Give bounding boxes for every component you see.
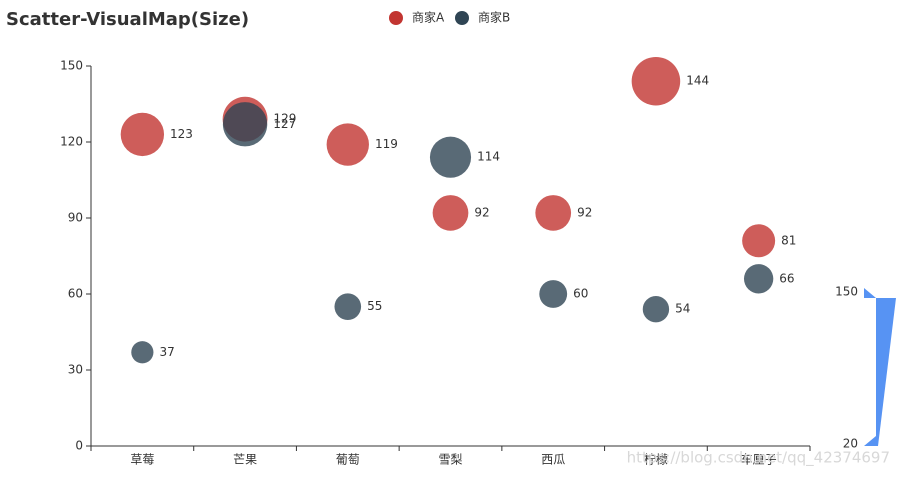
y-tick-label: 30 bbox=[68, 363, 83, 377]
visual-map-handle bbox=[864, 436, 876, 446]
bubble bbox=[131, 341, 154, 364]
data-label: 92 bbox=[577, 205, 592, 219]
data-label: 114 bbox=[477, 150, 500, 164]
visual-map-bar bbox=[876, 298, 896, 446]
legend-label: 商家B bbox=[478, 10, 510, 25]
bubble bbox=[631, 56, 681, 106]
x-tick-label: 芒果 bbox=[233, 452, 257, 467]
chart-title: Scatter-VisualMap(Size) bbox=[6, 9, 249, 30]
y-tick-label: 90 bbox=[68, 211, 83, 225]
data-label: 54 bbox=[675, 302, 690, 316]
watermark: https://blog.csdn.net/qq_42374697 bbox=[627, 449, 890, 468]
bubble bbox=[642, 296, 670, 323]
y-tick-label: 150 bbox=[60, 59, 83, 73]
visual-map-handle bbox=[864, 288, 876, 298]
x-tick-label: 柠檬 bbox=[644, 452, 668, 467]
y-tick-label: 60 bbox=[68, 287, 83, 301]
y-tick-label: 0 bbox=[75, 439, 83, 453]
data-label: 144 bbox=[686, 74, 709, 88]
x-tick-label: 雪梨 bbox=[438, 453, 462, 467]
data-label: 119 bbox=[375, 137, 398, 151]
bubble bbox=[429, 136, 472, 178]
bubble bbox=[120, 112, 165, 157]
bubble bbox=[326, 123, 369, 166]
bubble bbox=[539, 280, 568, 308]
bubble bbox=[334, 293, 362, 320]
legend-label: 商家A bbox=[412, 10, 445, 25]
legend-marker bbox=[389, 11, 403, 25]
data-label: 129 bbox=[273, 112, 296, 126]
data-label: 81 bbox=[781, 233, 796, 247]
x-tick-label: 西瓜 bbox=[541, 453, 565, 467]
x-tick-label: 车厘子 bbox=[741, 452, 777, 467]
data-label: 55 bbox=[367, 299, 382, 313]
bubble bbox=[535, 195, 572, 231]
bubble bbox=[742, 224, 776, 258]
y-tick-label: 120 bbox=[60, 135, 83, 149]
data-label: 92 bbox=[474, 205, 489, 219]
bubble bbox=[432, 195, 469, 231]
legend-marker bbox=[455, 11, 469, 25]
data-label: 123 bbox=[170, 127, 193, 141]
data-label: 66 bbox=[779, 271, 794, 285]
x-tick-label: 葡萄 bbox=[336, 453, 360, 467]
x-tick-label: 草莓 bbox=[130, 453, 154, 467]
data-label: 127 bbox=[273, 117, 296, 131]
visual-map-label: 20 bbox=[843, 437, 858, 451]
bubble bbox=[743, 264, 774, 294]
bubble bbox=[222, 102, 268, 147]
data-label: 60 bbox=[573, 287, 588, 301]
data-label: 37 bbox=[159, 345, 174, 359]
visual-map-label: 150 bbox=[835, 285, 858, 299]
